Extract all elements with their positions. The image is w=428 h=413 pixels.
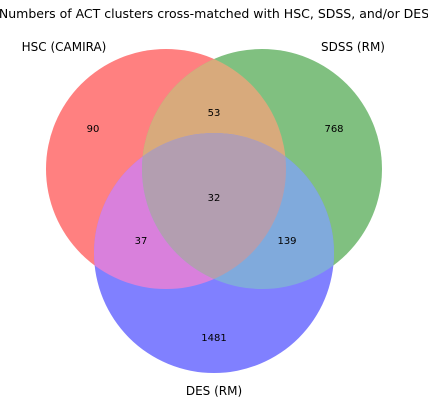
set-label-des: DES (RM) xyxy=(186,384,242,398)
diagram-title: Numbers of ACT clusters cross-matched wi… xyxy=(0,6,428,21)
set-label-hsc: HSC (CAMIRA) xyxy=(22,40,107,54)
count-all-three: 32 xyxy=(208,193,221,204)
count-hsc-des: 37 xyxy=(135,236,148,247)
set-label-sdss: SDSS (RM) xyxy=(321,40,385,54)
count-sdss-only: 768 xyxy=(324,124,343,135)
count-des-only: 1481 xyxy=(201,333,226,344)
count-sdss-des: 139 xyxy=(277,236,296,247)
triple-overlap xyxy=(142,133,286,289)
count-hsc-sdss: 53 xyxy=(208,108,221,119)
count-hsc-only: 90 xyxy=(87,124,100,135)
